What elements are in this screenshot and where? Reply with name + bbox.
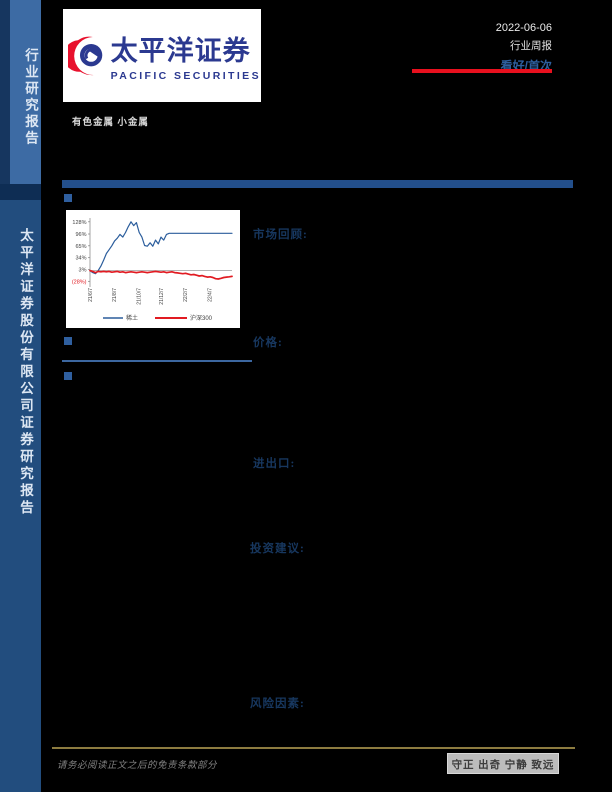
rating-underline — [412, 69, 552, 73]
sidebar-edge-strip — [0, 0, 10, 184]
section-heading-investment-advice: 投资建议: — [250, 543, 305, 555]
svg-text:沪深300: 沪深300 — [190, 314, 213, 322]
bullet-square-icon — [64, 337, 72, 345]
sidebar-report-category-label: 行业研究报告 — [23, 48, 38, 147]
svg-text:65%: 65% — [75, 244, 86, 250]
sidebar-company-label: 太平洋证券股份有限公司证券研究报告 — [18, 228, 33, 517]
pacific-securities-logo-icon — [68, 36, 103, 75]
line-chart-svg: 128% 96% 65% 34% 3% (28%)21/6/7 21/8/7 21/10/7 2… — [72, 218, 233, 322]
header-meta: 2022-06-06 行业周报 看好/首次 — [496, 22, 552, 74]
report-type: 行业周报 — [510, 40, 552, 52]
sidebar-bottom-panel: 太平洋证券股份有限公司证券研究报告 — [0, 200, 41, 792]
sector-performance-chart: 128% 96% 65% 34% 3% (28%) 21/6/7 21/8/7 21/10/7 2… — [66, 210, 240, 328]
footer-rule — [52, 747, 575, 749]
bullet-square-icon — [64, 194, 72, 202]
svg-text:21/8/7: 21/8/7 — [112, 288, 118, 302]
company-motto: 守正 出奇 宁静 致远 — [451, 760, 555, 771]
section-heading-market-review: 市场回顾: — [253, 229, 308, 241]
report-date: 2022-06-06 — [495, 22, 552, 34]
logo-english-name: PACIFIC SECURITIES — [110, 70, 261, 82]
title-bar — [62, 180, 573, 188]
svg-text:21/12/7: 21/12/7 — [159, 288, 165, 305]
svg-text:稀土: 稀土 — [126, 314, 138, 322]
svg-text:3%: 3% — [79, 268, 87, 274]
svg-text:22/2/7: 22/2/7 — [183, 288, 189, 302]
svg-text:128%: 128% — [72, 220, 86, 226]
svg-text:(28%): (28%) — [72, 279, 87, 285]
sidebar-top-panel: 行业研究报告 — [0, 0, 41, 184]
section-heading-price: 价格: — [253, 337, 283, 349]
company-motto-box: 守正 出奇 宁静 致远 — [447, 753, 559, 774]
sidebar: 行业研究报告 太平洋证券股份有限公司证券研究报告 — [0, 0, 41, 792]
logo-chinese-name: 太平洋证券 — [110, 36, 251, 66]
section-divider-line — [62, 360, 252, 362]
sidebar-divider — [0, 184, 41, 200]
svg-text:96%: 96% — [75, 232, 86, 238]
bullet-square-icon — [64, 372, 72, 380]
svg-text:21/10/7: 21/10/7 — [136, 288, 142, 305]
section-heading-risk-factors: 风险因素: — [250, 698, 305, 710]
sector-label: 有色金属 小金属 — [72, 118, 149, 128]
svg-text:21/6/7: 21/6/7 — [88, 288, 94, 302]
svg-text:34%: 34% — [75, 256, 86, 262]
logo-text: 太平洋证券 PACIFIC SECURITIES — [111, 29, 261, 82]
company-logo: 太平洋证券 PACIFIC SECURITIES — [63, 9, 261, 102]
disclaimer-text: 请务必阅读正文之后的免责条款部分 — [57, 761, 218, 771]
section-heading-import-export: 进出口: — [253, 458, 296, 470]
svg-text:22/4/7: 22/4/7 — [207, 288, 213, 302]
